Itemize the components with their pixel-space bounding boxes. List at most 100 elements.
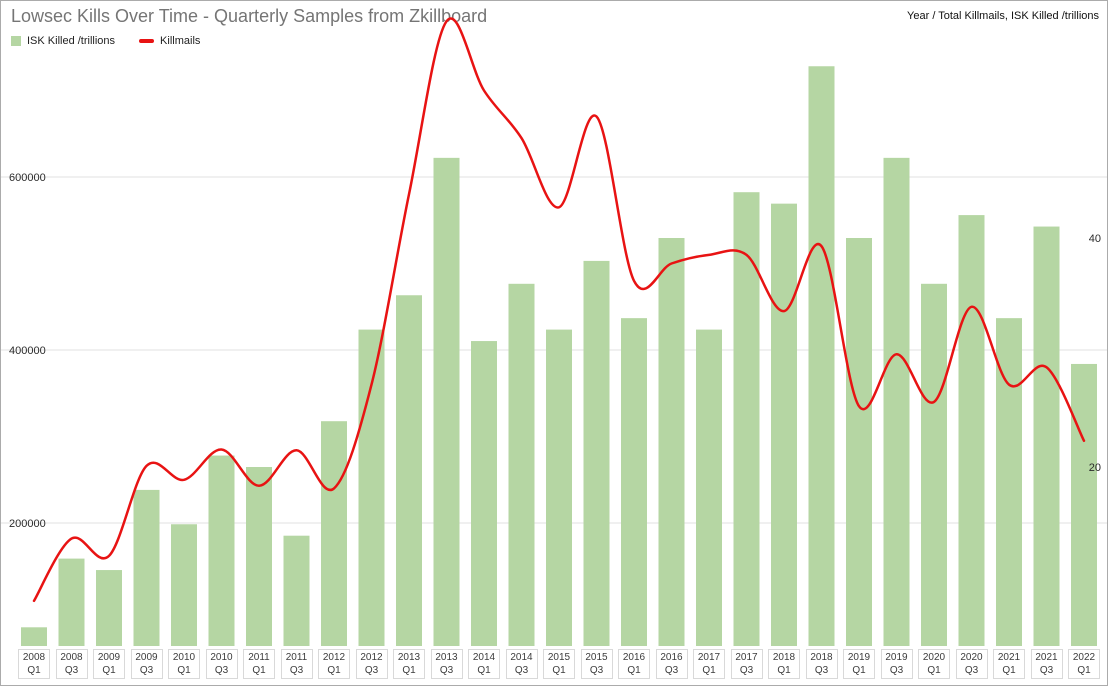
x-axis-label-text: Q3 (289, 665, 304, 676)
x-axis-label-text: 2009 (97, 652, 121, 663)
x-axis-label-box: 2010 Q1 (168, 649, 200, 679)
left-axis-tick-label: 400000 (9, 345, 46, 357)
x-axis-label-box: 2020 Q3 (955, 649, 988, 679)
x-axis-label-text: Q1 (27, 665, 41, 676)
x-axis-label-text: 2013 (435, 652, 458, 663)
isk-killed-bar[interactable] (96, 570, 122, 646)
legend-label-isk: ISK Killed /trillions (27, 35, 116, 47)
x-axis-label-text: Q3 (1039, 665, 1054, 676)
isk-killed-bar[interactable] (846, 238, 872, 646)
x-axis-label-text: 2008 (60, 652, 83, 663)
x-axis-label-text: Q3 (964, 665, 979, 676)
x-axis-label-text: Q3 (739, 665, 754, 676)
x-axis-label-text: 2018 (810, 652, 833, 663)
isk-killed-bar[interactable] (546, 329, 572, 646)
isk-killed-bar[interactable] (921, 283, 947, 646)
x-axis-label-box: 2008 Q3 (55, 649, 88, 679)
x-axis-label-text: Q3 (214, 665, 229, 676)
x-axis-label-text: Q1 (702, 665, 716, 676)
x-axis-label-text: 2021 (1035, 652, 1058, 663)
isk-killed-bar[interactable] (21, 627, 47, 646)
x-axis-label-box: 2013 Q3 (430, 649, 463, 679)
x-axis-label-text: Q1 (552, 665, 566, 676)
isk-killed-bar[interactable] (58, 558, 85, 646)
bar-series-swatch-icon (11, 36, 21, 46)
x-axis-label-text: 2021 (997, 652, 1021, 663)
isk-killed-bar[interactable] (958, 215, 985, 646)
x-axis-label-box: 2018 Q3 (805, 649, 838, 679)
x-axis-label-box: 2014 Q1 (468, 649, 500, 679)
isk-killed-bar[interactable] (771, 203, 797, 646)
isk-killed-bar[interactable] (1033, 226, 1060, 647)
x-axis-label-text: 2020 (922, 652, 946, 663)
x-axis-label-text: Q3 (514, 665, 529, 676)
isk-killed-bar[interactable] (621, 318, 647, 646)
legend: ISK Killed /trillions Killmails (11, 35, 224, 47)
x-axis-label-text: 2016 (622, 652, 646, 663)
x-axis-label-box: 2021 Q3 (1030, 649, 1063, 679)
isk-killed-bar[interactable] (883, 157, 910, 646)
isk-killed-bar[interactable] (208, 455, 235, 646)
right-axis-tick-label: 40 (1089, 233, 1101, 245)
isk-killed-bar[interactable] (246, 467, 272, 646)
x-axis-label-text: Q1 (927, 665, 941, 676)
x-axis-label-text: 2016 (660, 652, 683, 663)
isk-killed-bar[interactable] (396, 295, 422, 646)
x-axis-label-text: 2010 (172, 652, 196, 663)
right-axis-tick-label: 20 (1089, 462, 1101, 474)
x-axis-label-text: Q1 (402, 665, 416, 676)
x-axis-label-box: 2019 Q3 (880, 649, 913, 679)
x-axis-label-text: 2012 (322, 652, 346, 663)
x-axis-label-text: Q3 (139, 665, 154, 676)
isk-killed-bar[interactable] (283, 535, 310, 646)
x-axis-label-text: Q1 (852, 665, 866, 676)
x-axis-label-text: 2011 (285, 652, 308, 663)
x-axis-label-box: 2016 Q3 (655, 649, 688, 679)
x-axis-label-text: Q3 (889, 665, 904, 676)
isk-killed-bar[interactable] (321, 421, 347, 646)
legend-item-isk: ISK Killed /trillions (11, 35, 115, 47)
x-axis-label-box: 2009 Q1 (93, 649, 125, 679)
x-axis-label-box: 2008 Q1 (18, 649, 50, 679)
x-axis-label-box: 2018 Q1 (768, 649, 800, 679)
isk-killed-bar[interactable] (133, 489, 160, 646)
isk-killed-bar[interactable] (471, 341, 497, 646)
x-axis-label-text: 2013 (397, 652, 421, 663)
x-axis-label-text: 2022 (1072, 652, 1096, 663)
left-axis-tick-label: 200000 (9, 518, 46, 530)
x-axis-label-box: 2011 Q3 (280, 649, 313, 679)
x-axis-label-text: 2009 (135, 652, 158, 663)
x-axis-label-text: Q3 (64, 665, 79, 676)
x-axis-label-text: 2020 (960, 652, 983, 663)
x-axis-label-box: 2017 Q3 (730, 649, 763, 679)
isk-killed-bar[interactable] (696, 329, 722, 646)
x-axis-label-box: 2012 Q1 (318, 649, 350, 679)
x-axis-label-box: 2022 Q1 (1068, 649, 1100, 679)
x-axis-label-text: Q1 (327, 665, 341, 676)
isk-killed-bar[interactable] (508, 283, 535, 646)
x-axis-label-box: 2017 Q1 (693, 649, 725, 679)
x-axis-label-box: 2019 Q1 (843, 649, 875, 679)
x-axis-label-box: 2015 Q1 (543, 649, 575, 679)
isk-killed-bar[interactable] (808, 66, 835, 646)
isk-killed-bar[interactable] (658, 238, 685, 646)
line-series-swatch-icon (139, 39, 155, 43)
x-axis-label-box: 2016 Q1 (618, 649, 650, 679)
x-axis-label-text: 2018 (772, 652, 796, 663)
x-axis-label-text: Q1 (777, 665, 791, 676)
x-axis-label-text: 2015 (547, 652, 571, 663)
x-axis-label-text: Q3 (364, 665, 379, 676)
isk-killed-bar[interactable] (433, 157, 460, 646)
isk-killed-bar[interactable] (1071, 363, 1097, 646)
x-axis-label-text: 2017 (735, 652, 758, 663)
top-right-axis-title: Year / Total Killmails, ISK Killed /tril… (907, 10, 1099, 22)
chart-title: Lowsec Kills Over Time - Quarterly Sampl… (11, 6, 488, 26)
x-axis-label-text: Q3 (664, 665, 679, 676)
x-axis-label-text: 2012 (360, 652, 383, 663)
x-axis-label-box: 2011 Q1 (243, 649, 275, 679)
isk-killed-bar[interactable] (171, 524, 197, 646)
isk-killed-bar[interactable] (583, 260, 610, 646)
x-axis-label-box: 2012 Q3 (355, 649, 388, 679)
